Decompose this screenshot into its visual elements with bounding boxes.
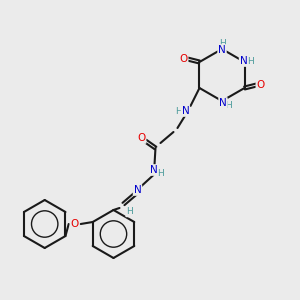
Text: H: H [219, 38, 225, 47]
Text: O: O [70, 219, 79, 229]
Text: N: N [134, 185, 141, 195]
Text: N: N [182, 106, 189, 116]
Text: H: H [157, 169, 164, 178]
Text: N: N [219, 98, 227, 108]
Text: N: N [150, 165, 158, 175]
Text: N: N [218, 45, 226, 55]
Text: H: H [247, 56, 254, 65]
Text: O: O [137, 133, 146, 143]
Text: N: N [240, 56, 248, 66]
Text: H: H [126, 208, 133, 217]
Text: O: O [256, 80, 265, 90]
Text: O: O [179, 54, 188, 64]
Text: H: H [175, 106, 182, 116]
Text: H: H [226, 101, 232, 110]
